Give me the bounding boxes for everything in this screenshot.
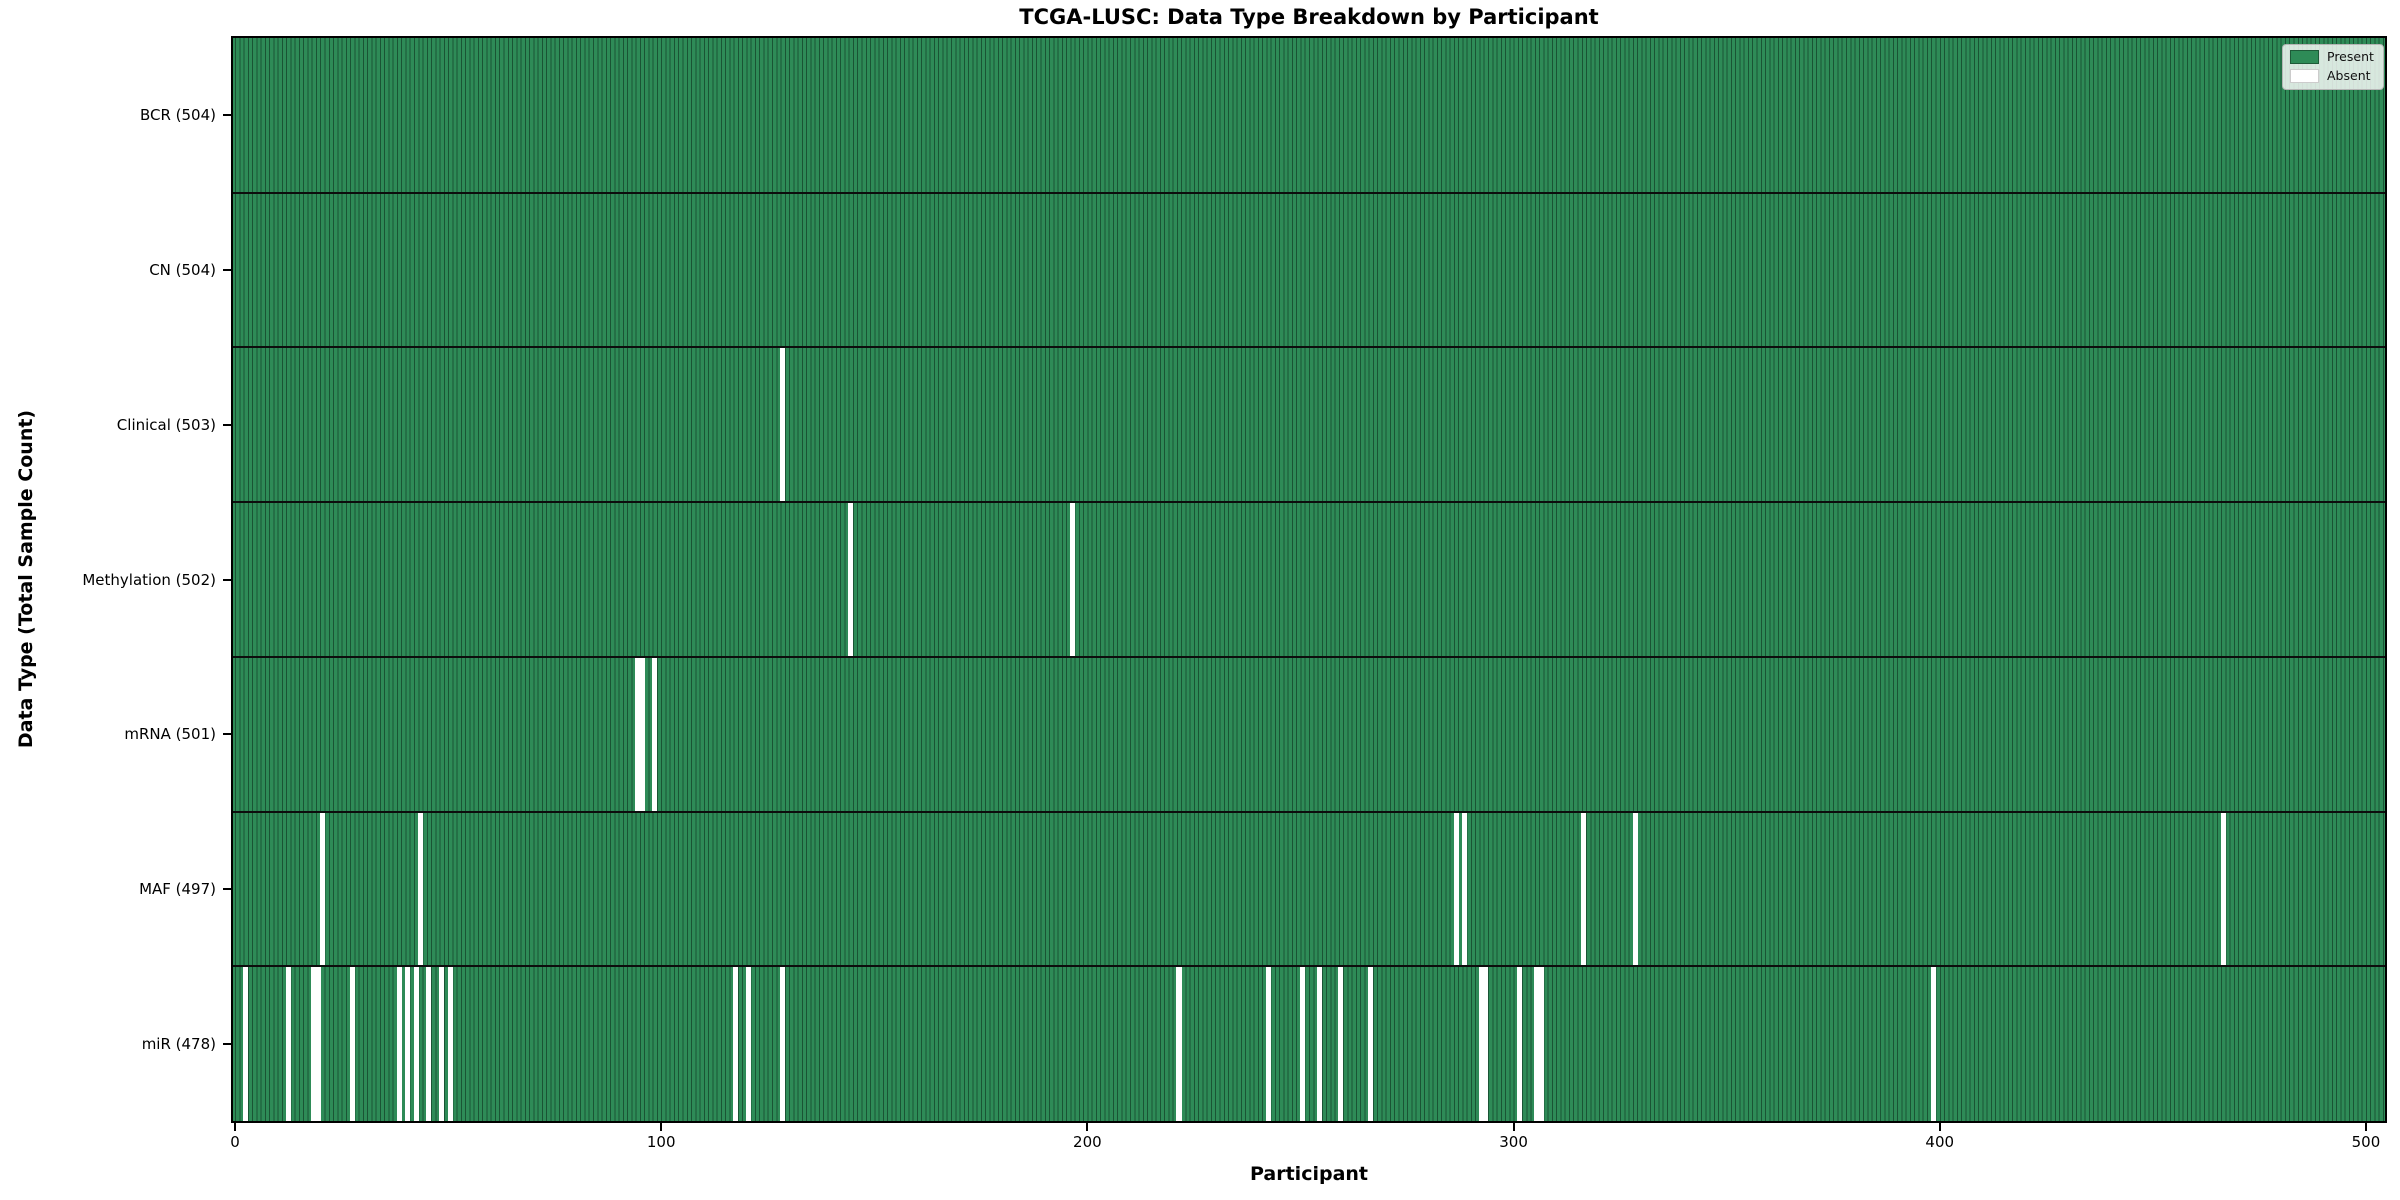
absent-gap bbox=[639, 656, 645, 812]
absent-gap bbox=[1368, 966, 1374, 1121]
absent-gap bbox=[311, 966, 317, 1121]
plot-area bbox=[231, 36, 2387, 1123]
absent-gap bbox=[1462, 811, 1468, 967]
x-tick bbox=[660, 1123, 663, 1131]
row-separator bbox=[233, 810, 2385, 813]
absent-gap bbox=[746, 966, 752, 1121]
absent-gap bbox=[733, 966, 739, 1121]
x-tick bbox=[234, 1123, 236, 1131]
x-tick bbox=[1938, 1123, 1941, 1131]
row-CN bbox=[233, 192, 2385, 348]
y-tick bbox=[223, 578, 231, 581]
absent-gap bbox=[319, 811, 325, 967]
x-tick-label: 500 bbox=[2351, 1133, 2381, 1151]
absent-gap bbox=[1265, 966, 1272, 1121]
absent-gap bbox=[439, 966, 445, 1121]
y-tick-label: CN (504) bbox=[149, 261, 216, 280]
y-tick bbox=[223, 269, 231, 272]
y-tick bbox=[223, 1042, 231, 1045]
absent-gap bbox=[2220, 811, 2226, 967]
row-separator bbox=[233, 346, 2385, 349]
absent-gap bbox=[1930, 966, 1936, 1121]
y-tick-label: mRNA (501) bbox=[124, 725, 216, 744]
y-tick bbox=[223, 887, 231, 890]
absent-gap bbox=[405, 966, 411, 1121]
row-separator bbox=[233, 965, 2385, 968]
absent-gap bbox=[1300, 966, 1306, 1121]
absent-gap bbox=[1453, 811, 1459, 967]
legend-entry-absent: Absent bbox=[2290, 69, 2374, 83]
absent-gap bbox=[1479, 966, 1485, 1121]
absent-gap bbox=[1069, 502, 1075, 657]
absent-gap bbox=[780, 966, 786, 1121]
y-tick bbox=[223, 733, 231, 736]
y-tick bbox=[223, 423, 231, 426]
absent-gap bbox=[413, 966, 419, 1121]
absent-gap bbox=[285, 966, 291, 1121]
absent-gap bbox=[635, 656, 641, 812]
absent-gap bbox=[1176, 966, 1182, 1121]
absent-gap bbox=[1581, 811, 1587, 967]
absent-gap bbox=[1632, 811, 1638, 967]
x-tick-label: 0 bbox=[230, 1133, 240, 1151]
row-Clinical bbox=[233, 347, 2385, 503]
legend-label: Absent bbox=[2327, 67, 2371, 83]
y-tick bbox=[223, 114, 231, 117]
x-tick bbox=[2364, 1123, 2367, 1131]
absent-gap bbox=[1338, 966, 1344, 1121]
absent-gap bbox=[417, 811, 423, 967]
row-separator bbox=[233, 501, 2385, 504]
row-BCR bbox=[233, 38, 2385, 193]
absent-gap bbox=[315, 966, 321, 1121]
chart-title: TCGA-LUSC: Data Type Breakdown by Partic… bbox=[1019, 5, 1599, 29]
legend-entry-present: Present bbox=[2290, 50, 2374, 64]
row-separator bbox=[233, 191, 2385, 194]
x-tick-label: 100 bbox=[646, 1133, 676, 1151]
absent-gap bbox=[1317, 966, 1323, 1121]
y-tick-label: Methylation (502) bbox=[82, 570, 216, 589]
x-tick-label: 300 bbox=[1499, 1133, 1528, 1151]
x-tick bbox=[1512, 1123, 1515, 1131]
absent-gap bbox=[780, 347, 786, 503]
legend-label: Present bbox=[2327, 48, 2374, 64]
absent-gap bbox=[1517, 966, 1523, 1121]
legend: Present Absent bbox=[2282, 44, 2384, 90]
y-tick-label: MAF (497) bbox=[139, 879, 216, 898]
absent-gap bbox=[396, 966, 402, 1121]
row-MAF bbox=[233, 811, 2385, 967]
absent-gap bbox=[447, 966, 453, 1121]
absent-gap bbox=[652, 656, 658, 812]
y-tick-label: Clinical (503) bbox=[116, 415, 216, 434]
absent-gap bbox=[349, 966, 355, 1121]
present-swatch-icon bbox=[2290, 50, 2319, 64]
absent-gap bbox=[1538, 966, 1544, 1121]
y-tick-label: BCR (504) bbox=[139, 106, 216, 125]
row-mRNA bbox=[233, 656, 2385, 812]
x-axis-label: Participant bbox=[1249, 1163, 1369, 1185]
y-tick-label: miR (478) bbox=[141, 1034, 216, 1053]
absent-gap bbox=[243, 966, 249, 1121]
row-miR bbox=[233, 966, 2385, 1121]
absent-gap bbox=[848, 502, 854, 657]
row-separator bbox=[233, 655, 2385, 658]
x-tick-label: 400 bbox=[1925, 1133, 1955, 1151]
x-tick-label: 200 bbox=[1073, 1133, 1102, 1151]
x-tick bbox=[1086, 1123, 1089, 1131]
absent-gap bbox=[426, 966, 432, 1121]
absent-swatch-icon bbox=[2290, 69, 2319, 83]
row-Methylation bbox=[233, 502, 2385, 657]
absent-gap bbox=[1534, 966, 1540, 1121]
absent-gap bbox=[1483, 966, 1489, 1121]
